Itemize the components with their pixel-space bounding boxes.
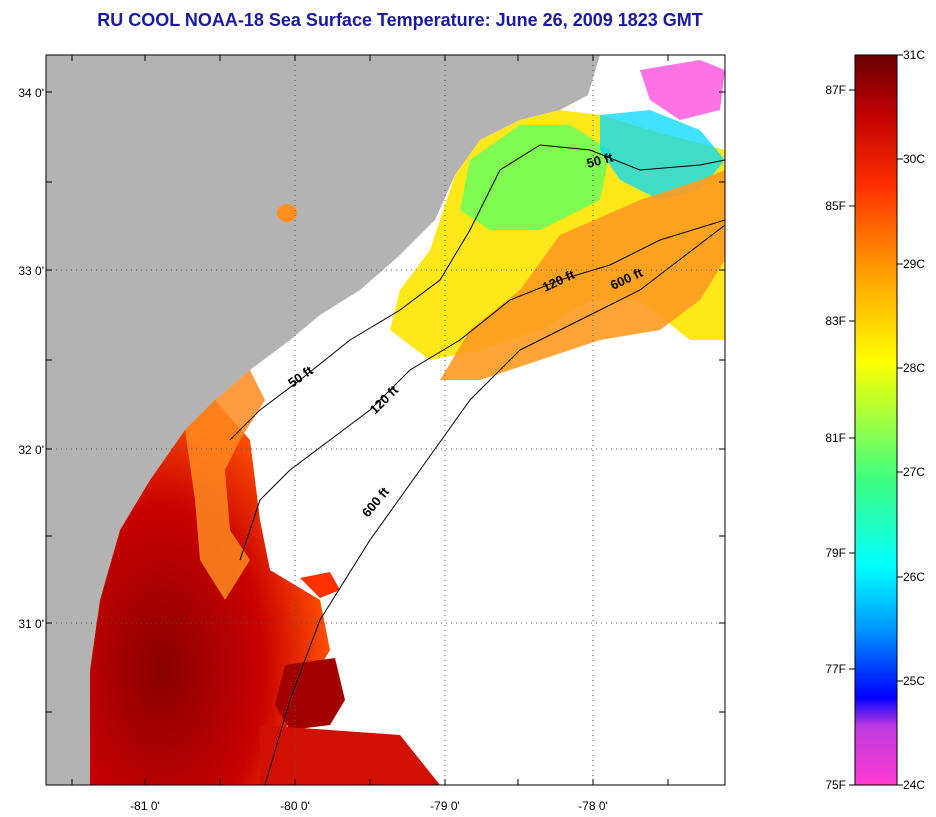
colorbar-f-label: 81F [825,431,846,445]
lat-label: 33 0' [18,264,44,278]
colorbar-c-label: 25C [903,674,925,688]
sst-orange-band [185,370,265,600]
lat-label: 31 0' [18,617,44,631]
lat-label: 34 0' [18,86,44,100]
colorbar [854,54,898,786]
sst-magenta-patch [640,60,725,120]
lat-lon-grid [46,55,725,785]
colorbar-c-label: 27C [903,465,925,479]
sst-warm-region [90,400,330,785]
colorbar-c-label: 26C [903,570,925,584]
colorbar-f-label: 79F [825,546,846,560]
lat-label: 32 0' [18,443,44,457]
colorbar-f-label: 87F [825,83,846,97]
lon-label: -79 0' [430,799,460,813]
colorbar-f-label: 85F [825,199,846,213]
lon-label: -81 0' [130,799,160,813]
colorbar-c-label: 31C [903,48,925,62]
contour-label: 50 ft [585,149,615,171]
page-title: RU COOL NOAA-18 Sea Surface Temperature:… [97,10,703,30]
sst-island-patch [277,204,297,222]
colorbar-c-label: 30C [903,152,925,166]
axis-ticks [46,55,725,785]
sst-green-region [460,125,610,230]
contour-120ft [239,219,725,561]
colorbar-c-label: 29C [903,257,925,271]
land-mass [46,55,600,785]
colorbar-c-label: 24C [903,778,925,792]
sst-orange-east [440,170,725,380]
colorbar-ticks [849,54,903,786]
sst-cyan-region [600,110,725,200]
sst-hot-patch [275,658,345,730]
colorbar-f-label: 77F [825,662,846,676]
colorbar-f-label: 75F [825,778,846,792]
contour-50ft [229,144,725,441]
sst-south-strip [260,725,440,785]
map-area [46,55,725,785]
lon-label: -80 0' [280,799,310,813]
map-border [45,54,726,786]
colorbar-f-label: 83F [825,314,846,328]
colorbar-c-label: 28C [903,361,925,375]
sst-small-warm [300,572,340,598]
lon-label: -78 0' [578,799,608,813]
